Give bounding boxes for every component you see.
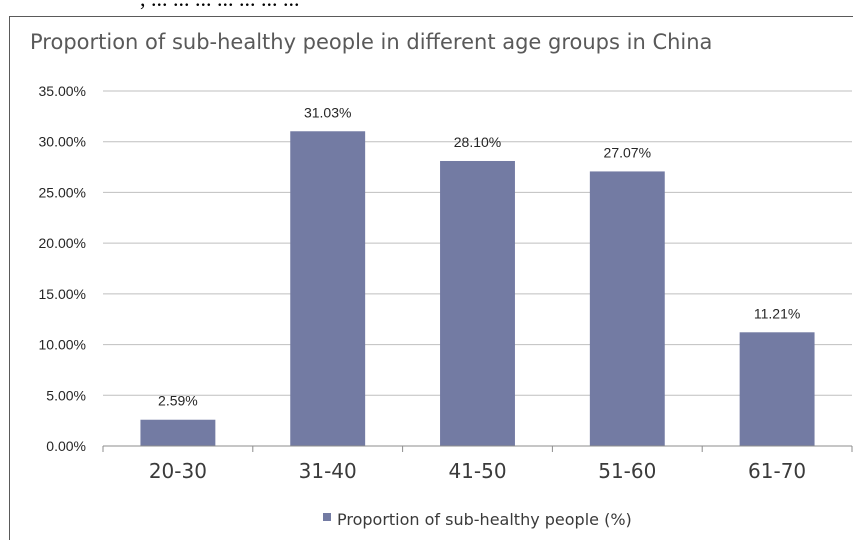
legend-label: Proportion of sub-healthy people (%) — [337, 510, 632, 529]
data-label: 27.07% — [604, 144, 651, 160]
bar — [290, 131, 366, 446]
cropped-text-strip: , ... ... ... ... ... ... ... — [0, 0, 853, 16]
y-tick-label: 5.00% — [46, 387, 86, 403]
y-tick-label: 25.00% — [39, 184, 86, 200]
x-axis — [102, 445, 853, 452]
y-tick-label: 0.00% — [46, 438, 86, 454]
cropped-text-line: , ... ... ... ... ... ... ... — [140, 0, 300, 12]
y-axis-tick-labels: 0.00% 5.00% 10.00% 15.00% 20.00% 25.00% 30.00%… — [39, 83, 86, 454]
bar — [589, 171, 665, 446]
y-tick-label: 15.00% — [39, 286, 86, 302]
y-tick-label: 30.00% — [39, 134, 86, 150]
chart-frame — [9, 16, 853, 540]
x-tick-label: 51-60 — [598, 459, 656, 483]
legend: Proportion of sub-healthy people (%) — [323, 510, 632, 529]
x-tick-label: 20-30 — [149, 459, 207, 483]
data-label: 31.03% — [304, 104, 351, 120]
chart-title: Proportion of sub-healthy people in diff… — [30, 30, 713, 54]
data-labels: 2.59% 31.03% 28.10% 27.07% 11.21% — [158, 104, 800, 408]
x-tick-label: 41-50 — [448, 459, 506, 483]
x-axis-tick-labels: 20-30 31-40 41-50 51-60 61-70 — [149, 459, 806, 483]
y-tick-label: 35.00% — [39, 83, 86, 99]
bar — [440, 160, 515, 446]
x-tick-label: 61-70 — [748, 459, 806, 483]
x-tick-label: 31-40 — [299, 459, 357, 483]
bar — [140, 419, 216, 446]
y-tick-label: 20.00% — [39, 235, 86, 251]
y-tick-label: 10.00% — [39, 337, 86, 353]
data-label: 11.21% — [754, 305, 800, 321]
data-label: 2.59% — [158, 393, 198, 409]
legend-swatch — [323, 512, 331, 521]
bars — [140, 131, 815, 446]
bar — [739, 332, 815, 446]
data-label: 28.10% — [454, 134, 501, 150]
